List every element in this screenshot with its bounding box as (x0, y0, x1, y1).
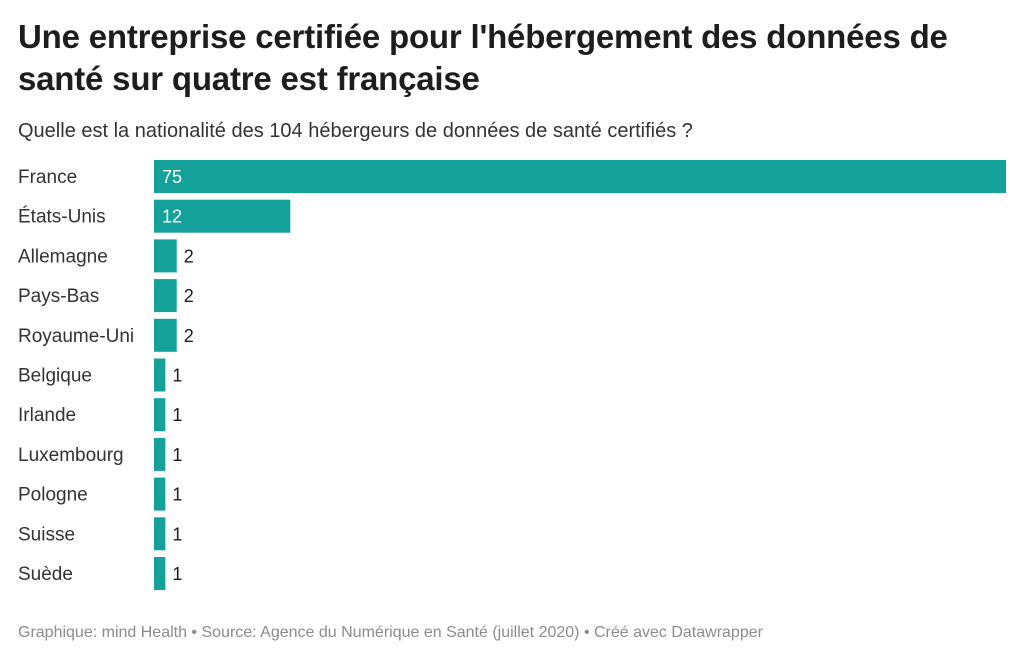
category-label: États-Unis (18, 207, 106, 228)
chart-subtitle: Quelle est la nationalité des 104 héberg… (18, 120, 693, 142)
value-label: 2 (184, 326, 194, 346)
chart-title: Une entreprise certifiée pour l'hébergem… (18, 18, 948, 97)
value-label: 2 (184, 246, 194, 266)
value-label: 1 (172, 485, 182, 505)
bar-chart: France 75 États-Unis 12 Allemagne 2 Pays-Bas 2 R… (0, 155, 1024, 600)
category-label: Royaume-Uni (18, 326, 134, 347)
bar (154, 437, 166, 471)
value-label: 1 (172, 366, 182, 386)
value-label: 1 (172, 524, 182, 544)
category-label: France (18, 167, 77, 188)
bar (154, 160, 1006, 193)
bar (154, 239, 177, 273)
value-label: 1 (172, 445, 182, 465)
category-label: Suède (18, 564, 73, 585)
bar (154, 199, 291, 233)
bar (154, 557, 166, 590)
category-label: Pologne (18, 485, 88, 506)
bar (154, 279, 177, 313)
category-label: Pays-Bas (18, 286, 99, 307)
bar (154, 398, 166, 432)
value-label: 1 (172, 405, 182, 425)
category-label: Belgique (18, 366, 92, 387)
value-label: 12 (162, 207, 182, 227)
category-label: Suisse (18, 524, 75, 545)
value-label: 2 (184, 286, 194, 306)
bar (154, 358, 166, 392)
bar (154, 318, 177, 352)
category-label: Irlande (18, 405, 76, 426)
chart-footer-credit: Graphique: mind Health • Source: Agence … (18, 624, 763, 641)
category-label: Luxembourg (18, 445, 124, 466)
value-label: 75 (162, 167, 182, 187)
bar (154, 477, 166, 511)
category-label: Allemagne (18, 246, 108, 267)
value-label: 1 (172, 564, 182, 584)
bar (154, 517, 166, 551)
